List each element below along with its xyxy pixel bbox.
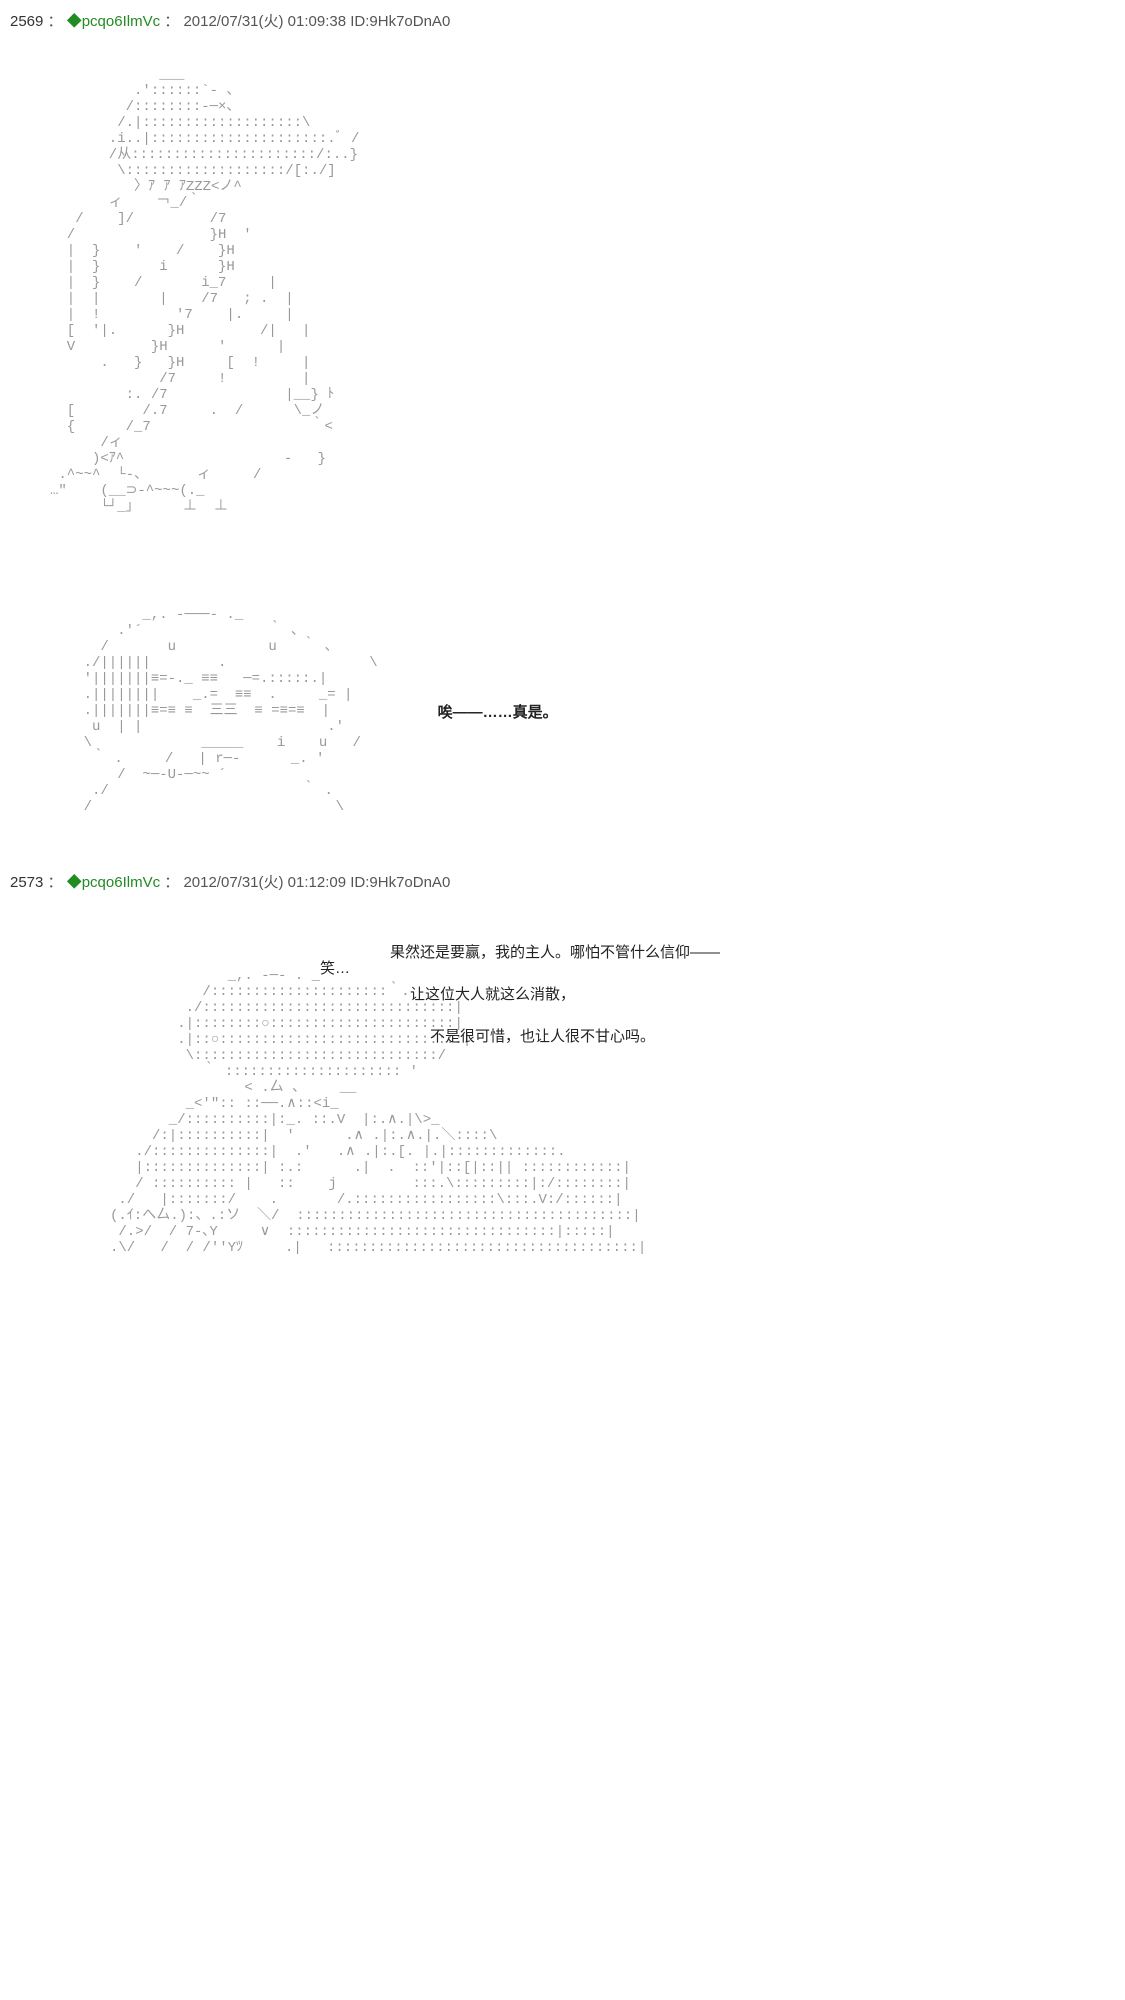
dialogue-line: 让这位大人就这么消散， <box>410 974 1125 1016</box>
post: 2573 ： ◆pcqo6IlmVc ： 2012/07/31(火) 01:12… <box>10 871 1125 1058</box>
dialogue-line: 果然还是要赢，我的主人。哪怕不管什么信仰—— <box>390 932 1125 974</box>
ascii-art-face: _,. -───- ._ .'´ ｀ 、 / u u ｀ 、 ./|||||| … <box>50 591 378 831</box>
post-number: 2569 <box>10 13 43 30</box>
post-tripcode: ◆pcqo6IlmVc <box>67 874 160 891</box>
post-tripcode: ◆pcqo6IlmVc <box>67 13 160 30</box>
post-id: ID:9Hk7oDnA0 <box>350 874 450 891</box>
post-number: 2573 <box>10 874 43 891</box>
post-header: 2569 ： ◆pcqo6IlmVc ： 2012/07/31(火) 01:09… <box>10 10 1125 31</box>
post-date: 2012/07/31(火) 01:12:09 <box>183 874 346 891</box>
dialogue-row: _,. -───- ._ .'´ ｀ 、 / u u ｀ 、 ./|||||| … <box>50 591 1125 831</box>
post-id: ID:9Hk7oDnA0 <box>350 13 450 30</box>
post: 2569 ： ◆pcqo6IlmVc ： 2012/07/31(火) 01:09… <box>10 10 1125 831</box>
dialogue-block: 果然还是要赢，我的主人。哪怕不管什么信仰—— 让这位大人就这么消散， 不是很可惜… <box>390 932 1125 1058</box>
dialogue-text: 唉——……真是。 <box>438 701 558 722</box>
ascii-art-figure-1: ___ .'::::::`- 、 /::::::::-─×、 /.|::::::… <box>50 51 1125 531</box>
post-date: 2012/07/31(火) 01:09:38 <box>183 13 346 30</box>
post-header: 2573 ： ◆pcqo6IlmVc ： 2012/07/31(火) 01:12… <box>10 871 1125 892</box>
dialogue-line: 不是很可惜，也让人很不甘心吗。 <box>430 1016 1125 1058</box>
overlay-label: 笑… <box>320 957 350 978</box>
